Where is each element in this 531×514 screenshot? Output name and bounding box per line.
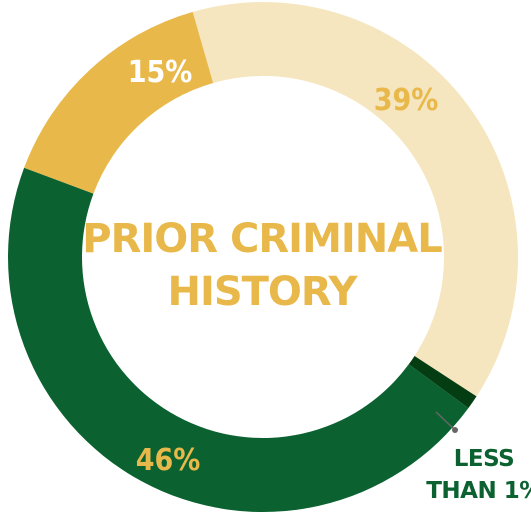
callout-dot xyxy=(452,427,458,433)
donut-slice-1 xyxy=(408,355,477,409)
donut-slice-2 xyxy=(7,167,469,513)
callout-line xyxy=(435,411,456,431)
callout-label-less-than-1: LESS THAN 1% xyxy=(426,446,531,504)
donut-slice-3 xyxy=(24,11,214,194)
slice-label-2: 46% xyxy=(136,443,201,478)
donut-slice-0 xyxy=(192,1,519,397)
slice-label-3: 15% xyxy=(128,55,193,90)
center-title: PRIOR CRIMINAL HISTORY xyxy=(82,216,443,315)
callout-less-than-1 xyxy=(435,411,458,433)
center-title-line-2: HISTORY xyxy=(167,269,358,315)
slice-label-0: 39% xyxy=(374,83,439,118)
slice-labels: 39% LESS THAN 1% 46% 15% xyxy=(128,55,531,504)
donut-slices xyxy=(7,1,519,513)
center-title-line-1: PRIOR CRIMINAL xyxy=(82,216,442,262)
